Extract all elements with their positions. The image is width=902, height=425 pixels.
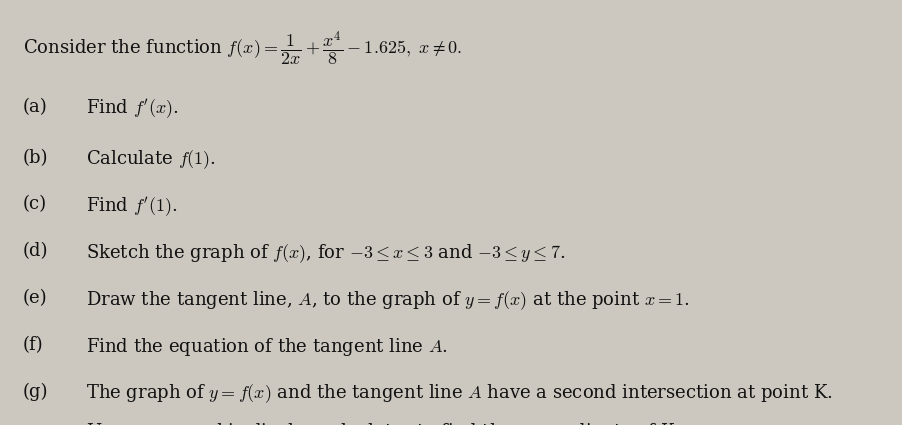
Text: Draw the tangent line, $A$, to the graph of $y = f(x)$ at the point $x = 1$.: Draw the tangent line, $A$, to the graph… <box>86 289 690 312</box>
Text: Find $f'(x)$.: Find $f'(x)$. <box>86 98 179 121</box>
Text: Sketch the graph of $f(x)$, for $-3 \leq x \leq 3$ and $-3 \leq y \leq 7$.: Sketch the graph of $f(x)$, for $-3 \leq… <box>86 242 565 265</box>
Text: The graph of $y = f(x)$ and the tangent line $A$ have a second intersection at p: The graph of $y = f(x)$ and the tangent … <box>86 382 833 405</box>
Text: Find $f'(1)$.: Find $f'(1)$. <box>86 196 178 219</box>
Text: (a): (a) <box>23 98 47 116</box>
Text: (e): (e) <box>23 289 47 307</box>
Text: Calculate $f(1)$.: Calculate $f(1)$. <box>86 149 216 171</box>
Text: Find the equation of the tangent line $A$.: Find the equation of the tangent line $A… <box>86 336 447 358</box>
Text: (g): (g) <box>23 382 48 401</box>
Text: Use your graphic display calculator to find the $x$-coordinate of K.: Use your graphic display calculator to f… <box>86 421 679 425</box>
Text: (d): (d) <box>23 242 48 260</box>
Text: Consider the function $f(x) = \dfrac{1}{2x} + \dfrac{x^4}{8} - 1.625,\ x \neq 0.: Consider the function $f(x) = \dfrac{1}{… <box>23 30 462 68</box>
Text: (c): (c) <box>23 196 47 213</box>
Text: (b): (b) <box>23 149 48 167</box>
Text: (f): (f) <box>23 336 43 354</box>
